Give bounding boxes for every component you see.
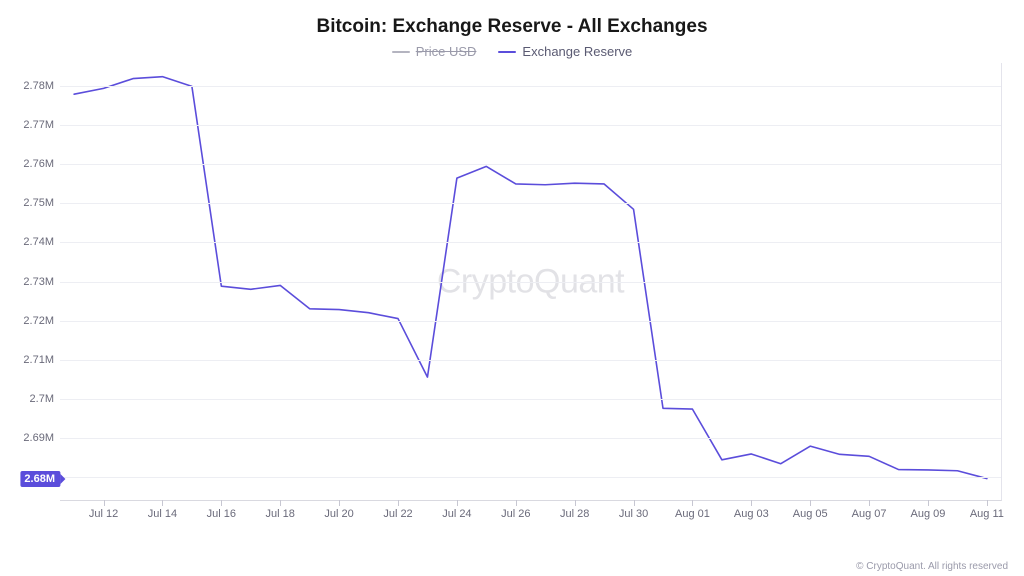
- x-tick-label: Jul 18: [266, 500, 295, 520]
- copyright-text: © CryptoQuant. All rights reserved: [856, 561, 1008, 572]
- y-tick-label: 2.73M: [23, 276, 60, 288]
- legend-label: Exchange Reserve: [522, 44, 632, 59]
- legend-swatch: [392, 51, 410, 53]
- legend-item[interactable]: Price USD: [392, 44, 477, 59]
- x-tick-label: Aug 07: [852, 500, 887, 520]
- y-tick-label: 2.74M: [23, 236, 60, 248]
- y-gridline: [60, 125, 1001, 126]
- y-tick-label: 2.69M: [23, 432, 60, 444]
- x-tick-label: Aug 03: [734, 500, 769, 520]
- y-gridline: [60, 399, 1001, 400]
- legend-swatch: [498, 51, 516, 53]
- y-gridline: [60, 203, 1001, 204]
- x-tick-label: Aug 05: [793, 500, 828, 520]
- y-gridline: [60, 360, 1001, 361]
- x-tick-label: Jul 24: [442, 500, 471, 520]
- chart-container: Bitcoin: Exchange Reserve - All Exchange…: [0, 0, 1024, 576]
- x-tick-label: Aug 11: [970, 500, 1004, 520]
- y-gridline: [60, 164, 1001, 165]
- x-tick-label: Jul 14: [148, 500, 177, 520]
- chart-title: Bitcoin: Exchange Reserve - All Exchange…: [8, 16, 1016, 38]
- y-gridline: [60, 242, 1001, 243]
- x-tick-label: Jul 20: [324, 500, 353, 520]
- y-tick-label: 2.78M: [23, 80, 60, 92]
- y-tick-label: 2.75M: [23, 197, 60, 209]
- y-gridline: [60, 321, 1001, 322]
- legend: Price USD Exchange Reserve: [8, 44, 1016, 59]
- last-value-badge: 2.68M: [20, 471, 60, 487]
- y-tick-label: 2.77M: [23, 119, 60, 131]
- y-gridline: [60, 438, 1001, 439]
- x-tick-label: Jul 30: [619, 500, 648, 520]
- y-tick-label: 2.71M: [23, 354, 60, 366]
- legend-item[interactable]: Exchange Reserve: [498, 44, 632, 59]
- plot-area: CryptoQuant 2.68M2.69M2.7M2.71M2.72M2.73…: [60, 63, 1002, 501]
- y-gridline: [60, 477, 1001, 478]
- y-gridline: [60, 86, 1001, 87]
- y-tick-label: 2.7M: [30, 393, 60, 405]
- legend-label: Price USD: [416, 44, 477, 59]
- x-tick-label: Aug 09: [911, 500, 946, 520]
- x-tick-label: Jul 22: [383, 500, 412, 520]
- series-line: [74, 77, 987, 479]
- y-gridline: [60, 282, 1001, 283]
- x-tick-label: Jul 16: [207, 500, 236, 520]
- x-tick-label: Aug 01: [675, 500, 710, 520]
- y-tick-label: 2.76M: [23, 158, 60, 170]
- x-tick-label: Jul 12: [89, 500, 118, 520]
- y-tick-label: 2.72M: [23, 315, 60, 327]
- x-tick-label: Jul 28: [560, 500, 589, 520]
- x-tick-label: Jul 26: [501, 500, 530, 520]
